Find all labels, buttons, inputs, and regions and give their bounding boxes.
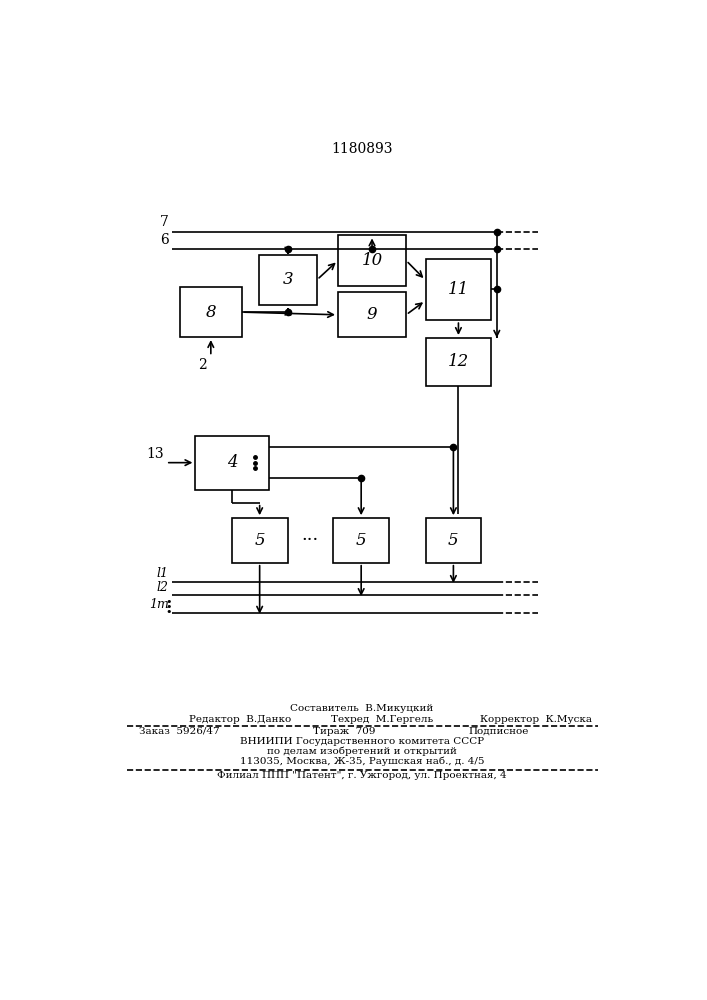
Text: 6: 6 [160, 233, 169, 247]
Text: •: • [165, 607, 172, 617]
Text: 13: 13 [146, 447, 163, 461]
Bar [232, 518, 288, 563]
Text: 2: 2 [198, 358, 207, 372]
Text: l2: l2 [157, 581, 169, 594]
Text: Составитель  В.Микуцкий: Составитель В.Микуцкий [291, 704, 433, 713]
Text: 3: 3 [283, 271, 293, 288]
Text: Заказ  5926/47: Заказ 5926/47 [139, 727, 219, 736]
Text: 8: 8 [206, 304, 216, 321]
Bar [259, 255, 317, 305]
Bar [426, 338, 491, 386]
Text: •: • [165, 602, 172, 612]
Text: 7: 7 [160, 215, 169, 229]
Text: 10: 10 [361, 252, 382, 269]
Text: •: • [165, 597, 172, 607]
Bar [338, 292, 406, 337]
Text: 12: 12 [448, 353, 469, 370]
Text: 9: 9 [367, 306, 378, 323]
Text: 5: 5 [255, 532, 265, 549]
Bar [333, 518, 389, 563]
Bar [426, 518, 481, 563]
Text: 113035, Москва, Ж-35, Раушская наб., д. 4/5: 113035, Москва, Ж-35, Раушская наб., д. … [240, 757, 484, 766]
Text: 11: 11 [448, 281, 469, 298]
Text: Подписное: Подписное [468, 727, 529, 736]
Text: Редактор  В.Данко: Редактор В.Данко [189, 715, 291, 724]
Bar [180, 287, 242, 337]
Text: по делам изобретений и открытий: по делам изобретений и открытий [267, 747, 457, 756]
Text: Корректор  К.Муска: Корректор К.Муска [480, 715, 592, 724]
Text: ВНИИПИ Государственного комитета СССР: ВНИИПИ Государственного комитета СССР [240, 737, 484, 746]
Text: Техред  М.Гергель: Техред М.Гергель [331, 715, 433, 724]
Bar [426, 259, 491, 320]
Bar [338, 235, 406, 286]
Text: 1180893: 1180893 [331, 142, 392, 156]
Text: ···: ··· [302, 531, 319, 549]
Text: Тираж  709: Тираж 709 [313, 727, 375, 736]
Text: 5: 5 [448, 532, 459, 549]
Text: 5: 5 [356, 532, 366, 549]
Text: 4: 4 [227, 454, 238, 471]
Bar [195, 436, 269, 490]
Text: Филиал ППП "Патент", г. Ужгород, ул. Проектная, 4: Филиал ППП "Патент", г. Ужгород, ул. Про… [217, 771, 507, 780]
Text: 1m: 1m [149, 598, 169, 611]
Text: l1: l1 [157, 567, 169, 580]
